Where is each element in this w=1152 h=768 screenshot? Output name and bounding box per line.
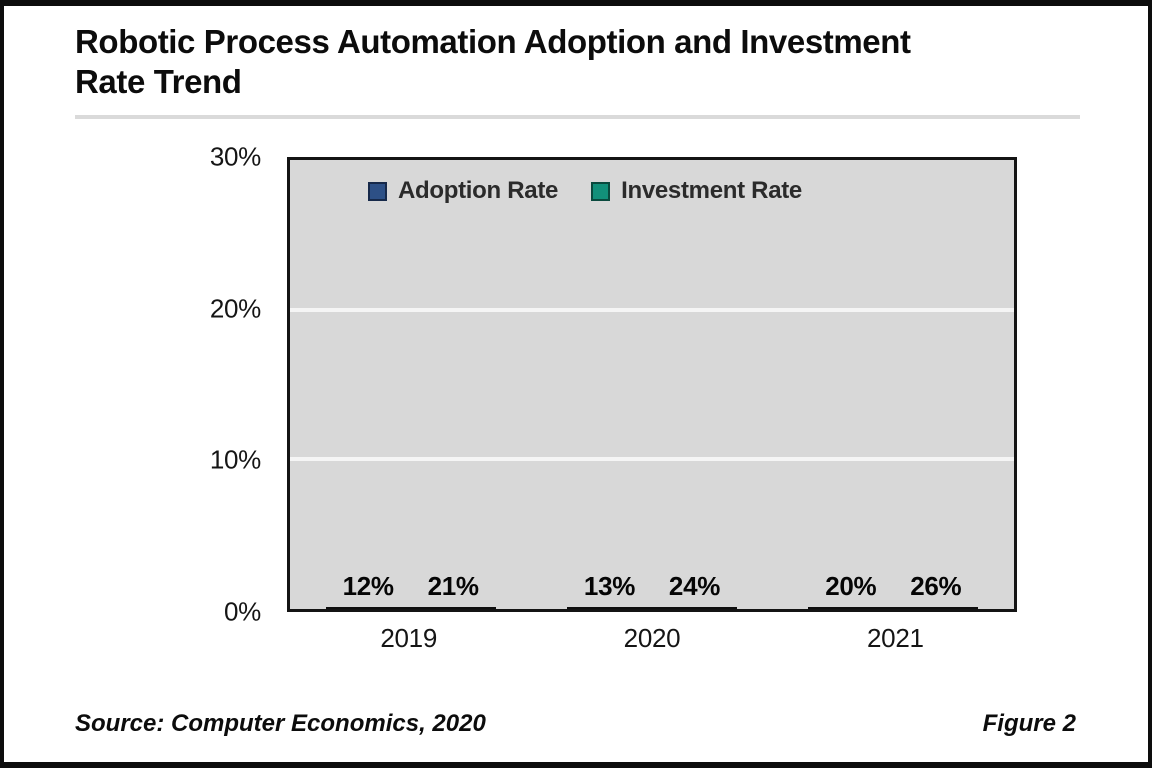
source-note: Source: Computer Economics, 2020: [75, 710, 486, 737]
chart-legend: Adoption Rate Investment Rate: [368, 177, 802, 205]
figure-label: Figure 2: [982, 710, 1076, 737]
bar-investment-rate-2021: 26%: [893, 571, 979, 609]
legend-marker-icon-adoption-rate: [368, 181, 387, 201]
bar-value-label-investment-rate-2019: 21%: [427, 571, 479, 601]
x-tick-label-2020: 2020: [623, 623, 681, 653]
bar-investment-rate-2020: 24%: [651, 571, 737, 609]
bar-investment-rate-2019: 21%: [410, 571, 496, 609]
bar-value-label-adoption-rate-2019: 12%: [342, 571, 394, 601]
bar-group-2019: 12% 21%: [325, 571, 496, 609]
y-tick-label-30: 30%: [209, 141, 261, 172]
bar-group-2021: 20% 26%: [808, 571, 979, 609]
bar-value-label-adoption-rate-2020: 13%: [583, 571, 636, 601]
x-tick-label-2021: 2021: [867, 623, 924, 653]
chart-title: Robotic Process Automation Adoption and …: [75, 22, 1085, 101]
legend-item-adoption-rate: Adoption Rate: [368, 177, 558, 205]
legend-marker-icon-investment-rate: [591, 181, 611, 201]
plot-area: 12% 21% 13% 24% 20% 26% Adoption Rate Investme…: [287, 157, 1017, 612]
bar-value-label-adoption-rate-2021: 20%: [825, 571, 877, 601]
x-tick-label-2019: 2019: [380, 623, 437, 653]
gridline-20: [290, 307, 1014, 312]
bar-adoption-rate-2020: 13%: [566, 571, 652, 609]
y-tick-label-20: 20%: [209, 293, 261, 324]
bar-value-label-investment-rate-2020: 24%: [668, 571, 721, 601]
title-divider: [75, 115, 1080, 119]
legend-item-investment-rate: Investment Rate: [591, 177, 802, 205]
y-tick-label-0: 0%: [224, 596, 261, 627]
bars-row: 12% 21% 13% 24% 20% 26%: [290, 160, 1014, 609]
chart-title-line-2: Rate Trend: [75, 62, 242, 100]
legend-label-investment-rate: Investment Rate: [621, 177, 802, 204]
chart-title-line-1: Robotic Process Automation Adoption and …: [75, 23, 911, 60]
bar-value-label-investment-rate-2021: 26%: [910, 571, 962, 601]
bar-adoption-rate-2021: 20%: [808, 571, 894, 609]
y-tick-label-10: 10%: [209, 444, 261, 475]
gridline-10: [290, 457, 1014, 462]
y-axis-tick-labels: 0% 10% 20% 30%: [4, 142, 261, 627]
x-axis-tick-labels: 2019 2020 2021: [287, 623, 1017, 654]
legend-label-adoption-rate: Adoption Rate: [398, 177, 559, 204]
bar-adoption-rate-2019: 12%: [325, 571, 411, 609]
bar-group-2020: 13% 24%: [566, 571, 737, 609]
